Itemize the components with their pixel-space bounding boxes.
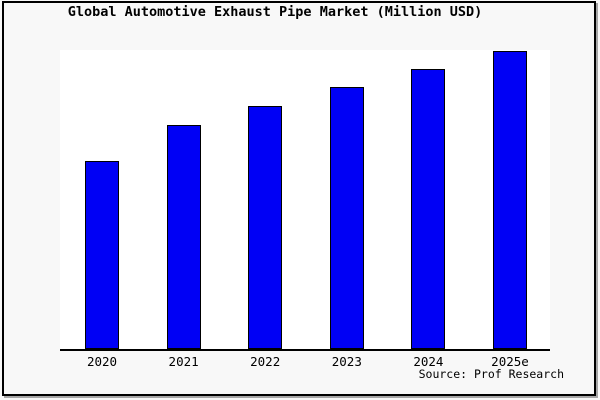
bar-2024 [411, 68, 446, 349]
bar-2023 [329, 86, 364, 349]
source-credit: Source: Prof Research [418, 367, 564, 381]
bar-2020 [85, 161, 119, 349]
x-tick-label-2020: 2020 [86, 354, 118, 369]
x-tick-label-2022: 2022 [250, 354, 281, 369]
x-tick-label-2021: 2021 [168, 354, 199, 369]
plot-area [60, 50, 550, 351]
bar-2021 [166, 124, 201, 349]
bar-2025e [493, 51, 527, 349]
x-tick-label-2023: 2023 [331, 354, 362, 369]
chart-title: Global Automotive Exhaust Pipe Market (M… [67, 4, 483, 20]
x-tick-label-2024: 2024 [413, 354, 444, 369]
bar-2022 [248, 105, 283, 349]
x-tick-label-2025e: 2025e [491, 354, 529, 369]
